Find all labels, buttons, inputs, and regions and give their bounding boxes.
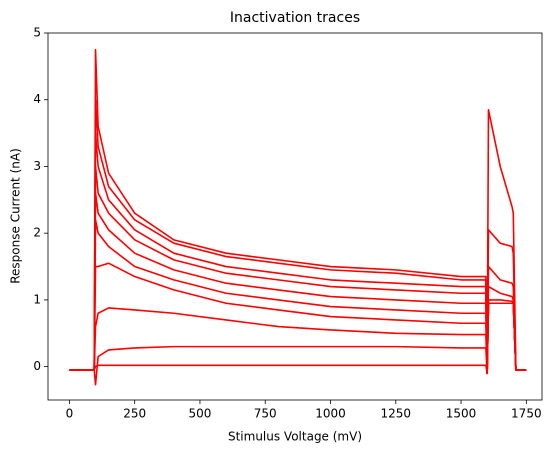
x-tick-label: 250	[123, 407, 146, 421]
y-tick-label: 5	[33, 26, 41, 40]
trace-line	[69, 192, 527, 375]
x-tick-label: 500	[189, 407, 212, 421]
trace-line	[69, 98, 527, 375]
y-tick-label: 4	[33, 92, 41, 106]
x-axis-label: Stimulus Voltage (mV)	[228, 430, 362, 444]
x-tick-label: 1250	[381, 407, 412, 421]
trace-line	[69, 48, 527, 375]
chart-title: Inactivation traces	[230, 10, 360, 26]
trace-line	[69, 302, 527, 386]
plot-frame	[47, 32, 543, 401]
x-tick-label: 1500	[446, 407, 477, 421]
y-axis-label: Response Current (nA)	[9, 148, 23, 284]
x-tick-label: 750	[254, 407, 277, 421]
x-tick-label: 1750	[511, 407, 542, 421]
trace-line	[69, 219, 527, 375]
y-tick-label: 0	[33, 359, 41, 373]
y-tick-label: 3	[33, 159, 41, 173]
trace-line	[69, 132, 527, 375]
y-tick-label: 2	[33, 226, 41, 240]
x-tick-label: 0	[66, 407, 74, 421]
trace-line	[69, 165, 527, 375]
y-tick-label: 1	[33, 292, 41, 306]
x-tick-label: 1000	[315, 407, 346, 421]
